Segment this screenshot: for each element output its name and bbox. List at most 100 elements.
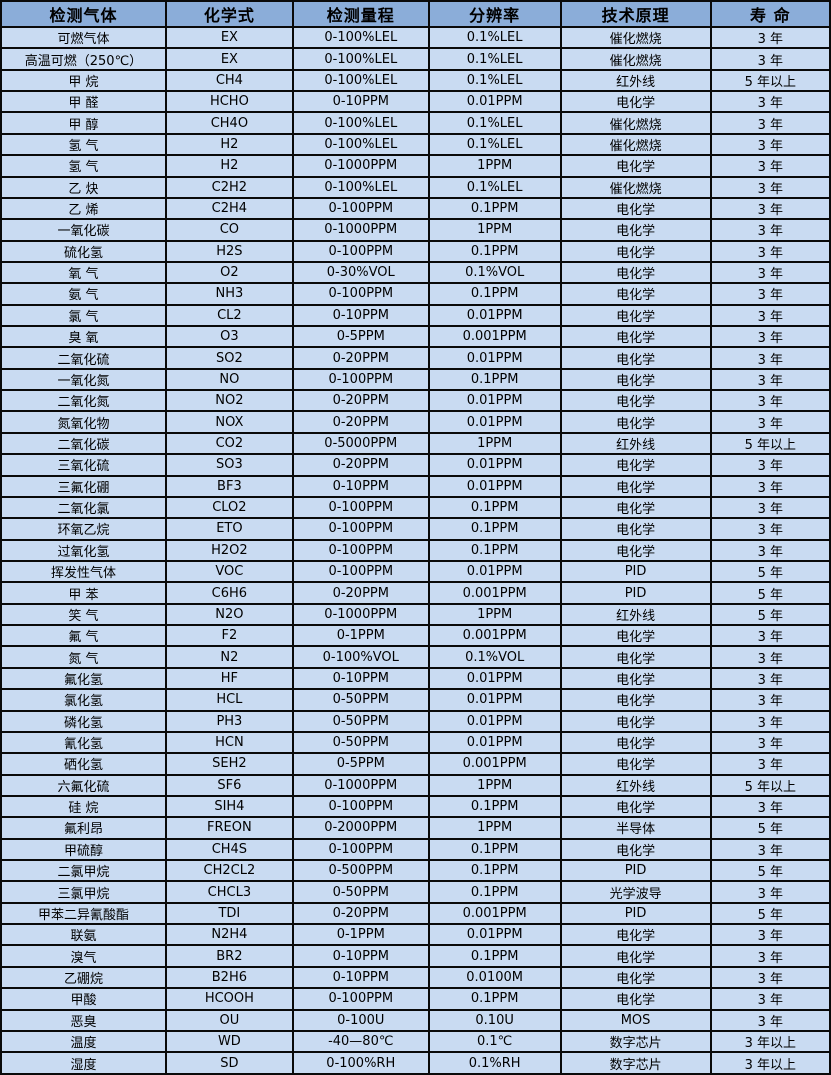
cell-resolution: 1PPM: [427, 816, 562, 840]
cell-chemical-formula: H2: [164, 132, 294, 157]
cell-chemical-formula: H2S: [164, 239, 294, 263]
cell-chemical-formula: O2: [164, 260, 294, 285]
cell-technology-principle: PID: [559, 559, 712, 584]
cell-chemical-formula: PH3: [164, 709, 294, 733]
table-row: 环氧乙烷 ETO 0-100PPM 0.1PPM 电化学 3 年: [0, 517, 831, 541]
cell-technology-principle: 数字芯片: [559, 1051, 712, 1075]
cell-technology-principle: 电化学: [559, 90, 712, 114]
cell-chemical-formula: VOC: [164, 559, 294, 584]
cell-technology-principle: 电化学: [559, 709, 712, 733]
cell-resolution: 0.1PPM: [427, 794, 562, 819]
table-row: 氟 气 F2 0-1PPM 0.001PPM 电化学 3 年: [0, 624, 831, 648]
cell-gas-name: 氮 气: [0, 645, 167, 669]
cell-lifespan: 3 年: [709, 25, 831, 50]
cell-resolution: 1PPM: [427, 431, 562, 456]
cell-lifespan: 3 年: [709, 944, 831, 968]
cell-resolution: 0.1PPM: [427, 239, 562, 263]
cell-lifespan: 3 年: [709, 730, 831, 755]
cell-detection-range: 0-100PPM: [291, 837, 430, 862]
cell-chemical-formula: ETO: [164, 517, 294, 541]
cell-chemical-formula: N2: [164, 645, 294, 669]
cell-gas-name: 二氧化氮: [0, 389, 167, 413]
column-header-technology-principle: 技术原理: [559, 0, 712, 28]
cell-technology-principle: 电化学: [559, 346, 712, 370]
cell-gas-name: 环氧乙烷: [0, 517, 167, 541]
table-row: 挥发性气体 VOC 0-100PPM 0.01PPM PID 5 年: [0, 559, 831, 584]
cell-detection-range: 0-30%VOL: [291, 260, 430, 285]
cell-detection-range: 0-100%VOL: [291, 645, 430, 669]
table-row: 氰化氢 HCN 0-50PPM 0.01PPM 电化学 3 年: [0, 730, 831, 755]
cell-chemical-formula: HF: [164, 666, 294, 691]
cell-technology-principle: 光学波导: [559, 880, 712, 904]
cell-detection-range: 0-100PPM: [291, 538, 430, 563]
cell-technology-principle: 数字芯片: [559, 1029, 712, 1054]
cell-gas-name: 恶臭: [0, 1008, 167, 1032]
cell-resolution: 0.1%RH: [427, 1051, 562, 1075]
cell-technology-principle: PID: [559, 581, 712, 605]
cell-detection-range: 0-20PPM: [291, 410, 430, 434]
cell-technology-principle: MOS: [559, 1008, 712, 1032]
cell-technology-principle: 电化学: [559, 752, 712, 776]
cell-lifespan: 3 年: [709, 90, 831, 114]
cell-lifespan: 3 年: [709, 239, 831, 263]
cell-resolution: 0.001PPM: [427, 581, 562, 605]
cell-technology-principle: 催化燃烧: [559, 47, 712, 71]
table-row: 乙硼烷 B2H6 0-10PPM 0.0100M 电化学 3 年: [0, 965, 831, 990]
cell-lifespan: 3 年: [709, 688, 831, 712]
cell-lifespan: 3 年: [709, 880, 831, 904]
table-row: 乙 烯 C2H4 0-100PPM 0.1PPM 电化学 3 年: [0, 196, 831, 221]
cell-resolution: 0.01PPM: [427, 346, 562, 370]
cell-lifespan: 5 年: [709, 602, 831, 627]
cell-technology-principle: 红外线: [559, 431, 712, 456]
cell-gas-name: 氯 气: [0, 303, 167, 328]
cell-gas-name: 二氧化硫: [0, 346, 167, 370]
cell-gas-name: 氧 气: [0, 260, 167, 285]
cell-detection-range: 0-50PPM: [291, 730, 430, 755]
cell-technology-principle: 电化学: [559, 730, 712, 755]
cell-chemical-formula: NO: [164, 367, 294, 392]
cell-lifespan: 5 年: [709, 858, 831, 883]
cell-lifespan: 3 年: [709, 645, 831, 669]
cell-lifespan: 3 年: [709, 837, 831, 862]
cell-detection-range: 0-100PPM: [291, 239, 430, 263]
cell-gas-name: 氟 气: [0, 624, 167, 648]
table-row: 一氧化氮 NO 0-100PPM 0.1PPM 电化学 3 年: [0, 367, 831, 392]
cell-chemical-formula: NO2: [164, 389, 294, 413]
cell-detection-range: 0-100%LEL: [291, 68, 430, 93]
cell-resolution: 0.1%LEL: [427, 132, 562, 157]
cell-chemical-formula: WD: [164, 1029, 294, 1054]
cell-gas-name: 三氧化硫: [0, 453, 167, 477]
cell-resolution: 0.1PPM: [427, 367, 562, 392]
cell-technology-principle: 电化学: [559, 987, 712, 1011]
cell-detection-range: 0-100PPM: [291, 282, 430, 306]
cell-technology-principle: PID: [559, 858, 712, 883]
cell-resolution: 0.1%LEL: [427, 68, 562, 93]
column-header-gas-name: 检测气体: [0, 0, 167, 28]
table-row: 二氧化硫 SO2 0-20PPM 0.01PPM 电化学 3 年: [0, 346, 831, 370]
cell-lifespan: 5 年: [709, 816, 831, 840]
cell-technology-principle: 电化学: [559, 218, 712, 242]
cell-chemical-formula: SD: [164, 1051, 294, 1075]
cell-resolution: 0.01PPM: [427, 453, 562, 477]
cell-chemical-formula: NOX: [164, 410, 294, 434]
table-row: 甲苯二异氰酸酯 TDI 0-20PPM 0.001PPM PID 5 年: [0, 901, 831, 926]
cell-detection-range: 0-100PPM: [291, 196, 430, 221]
cell-chemical-formula: SF6: [164, 773, 294, 797]
cell-detection-range: 0-10PPM: [291, 666, 430, 691]
table-row: 硅 烷 SIH4 0-100PPM 0.1PPM 电化学 3 年: [0, 794, 831, 819]
cell-chemical-formula: B2H6: [164, 965, 294, 990]
cell-lifespan: 3 年: [709, 410, 831, 434]
table-row: 三氟化硼 BF3 0-10PPM 0.01PPM 电化学 3 年: [0, 474, 831, 498]
cell-detection-range: 0-100PPM: [291, 794, 430, 819]
cell-resolution: 0.1%LEL: [427, 111, 562, 135]
cell-lifespan: 5 年以上: [709, 773, 831, 797]
cell-technology-principle: 电化学: [559, 794, 712, 819]
cell-lifespan: 5 年以上: [709, 68, 831, 93]
table-row: 氟化氢 HF 0-10PPM 0.01PPM 电化学 3 年: [0, 666, 831, 691]
cell-resolution: 0.001PPM: [427, 624, 562, 648]
cell-detection-range: 0-100%RH: [291, 1051, 430, 1075]
cell-detection-range: -40—80℃: [291, 1029, 430, 1054]
cell-gas-name: 笑 气: [0, 602, 167, 627]
cell-resolution: 0.1PPM: [427, 196, 562, 221]
cell-lifespan: 5 年: [709, 581, 831, 605]
